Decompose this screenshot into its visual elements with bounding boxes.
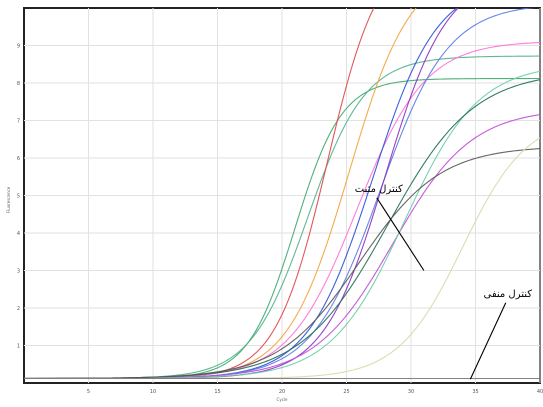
annotation-pointer-1 (376, 197, 425, 271)
x-tick-label: 40 (537, 389, 543, 395)
y-axis-label: Fluorescence (6, 186, 11, 213)
y-tick-label: 2 (17, 306, 20, 312)
annotation-label-1: کنترل مثبت (355, 184, 403, 195)
y-tick-label: 8 (17, 81, 20, 87)
x-tick-label: 20 (279, 389, 285, 395)
annotation-pointer-2 (469, 302, 507, 380)
y-tick-label: 3 (17, 269, 20, 275)
x-axis-label: Cycle (277, 397, 288, 402)
annotation-label-2: کنترل منفی (483, 289, 532, 300)
annotations: کنترل مثبت کنترل منفی (355, 184, 532, 380)
y-tick-label: 7 (17, 119, 20, 125)
axis-ticks: 5 10 15 20 25 30 35 40 1 2 3 4 5 6 7 8 9 (17, 44, 543, 396)
x-tick-label: 15 (214, 389, 220, 395)
x-tick-label: 35 (472, 389, 478, 395)
series-group (24, 8, 540, 380)
x-tick-label: 25 (343, 389, 349, 395)
x-tick-label: 10 (150, 389, 156, 395)
y-tick-label: 1 (17, 344, 20, 350)
x-tick-label: 30 (408, 389, 414, 395)
y-tick-label: 4 (17, 231, 20, 237)
y-tick-label: 9 (17, 44, 20, 50)
y-tick-label: 5 (17, 194, 20, 200)
x-tick-label: 5 (87, 389, 90, 395)
y-tick-label: 6 (17, 156, 20, 162)
